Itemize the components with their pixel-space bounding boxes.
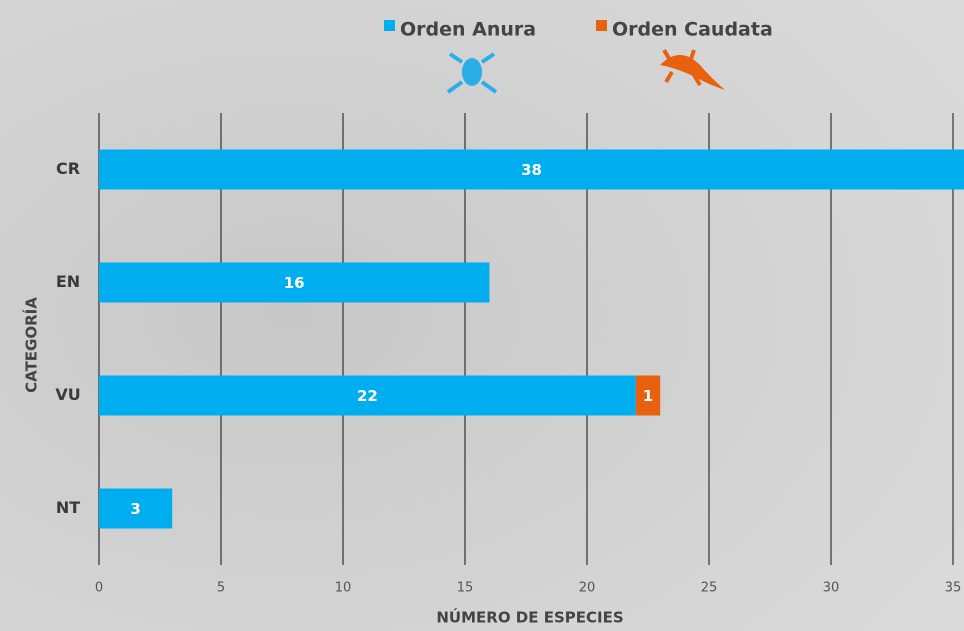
bar-value-label: 16 (284, 274, 305, 292)
bar-value-label: 1 (643, 387, 653, 405)
chart: NÚMERO DE ESPECIES CATEGORÍA 0 5 10 15 20 25 3… (0, 0, 964, 631)
x-tick-label: 10 (335, 581, 352, 596)
y-tick-label: EN (56, 272, 80, 291)
legend-label: Orden Anura (400, 19, 536, 41)
bar-value-label: 38 (521, 161, 542, 179)
x-axis-title: NÚMERO DE ESPECIES (436, 608, 623, 627)
x-tick-label: 5 (217, 581, 225, 596)
background (0, 0, 964, 631)
x-tick-label: 25 (701, 581, 718, 596)
y-tick-label: VU (55, 385, 80, 404)
y-tick-label: NT (56, 498, 80, 517)
x-tick-label: 0 (95, 581, 103, 596)
legend-label: Orden Caudata (612, 19, 773, 41)
x-tick-label: 35 (945, 581, 962, 596)
y-tick-label: CR (56, 159, 80, 178)
legend-swatch (384, 20, 395, 31)
bar-value-label: 22 (357, 387, 378, 405)
bar-value-label: 3 (130, 500, 140, 518)
x-tick-label: 20 (579, 581, 596, 596)
x-tick-label: 15 (457, 581, 474, 596)
y-axis-title: CATEGORÍA (22, 297, 41, 393)
page: {"chart_data": {"type": "stacked-bar-hor… (0, 0, 964, 631)
legend-swatch (596, 20, 607, 31)
x-tick-label: 30 (823, 581, 840, 596)
